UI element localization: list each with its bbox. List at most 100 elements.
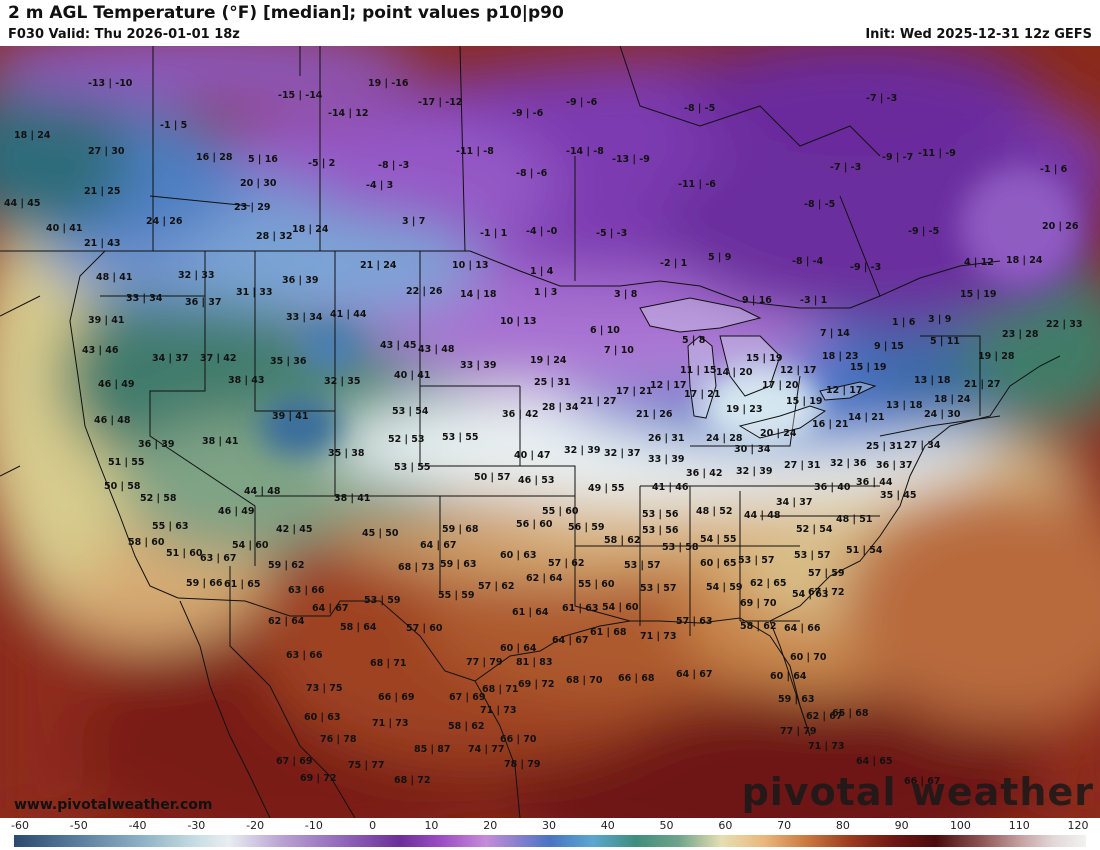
point-value: 44 | 48 (744, 510, 781, 521)
point-value: 69 | 72 (518, 679, 555, 690)
point-value: 3 | 7 (402, 216, 425, 227)
point-value: 34 | 37 (776, 497, 813, 508)
point-value: 50 | 58 (104, 481, 141, 492)
point-value: 32 | 36 (830, 458, 867, 469)
map-header: 2 m AGL Temperature (°F) [median]; point… (0, 0, 1100, 46)
colorbar-gradient (14, 835, 1086, 847)
point-value: -13 | -10 (88, 78, 133, 89)
point-value: 32 | 33 (178, 270, 215, 281)
point-value: -8 | -5 (804, 199, 835, 210)
point-value: 18 | 24 (292, 224, 329, 235)
point-value: 19 | 23 (726, 404, 763, 415)
point-value: 12 | 17 (780, 365, 817, 376)
point-value: 41 | 46 (652, 482, 689, 493)
point-value: 46 | 49 (98, 379, 135, 390)
point-value: 35 | 36 (270, 356, 307, 367)
point-value: -7 | -3 (866, 93, 897, 104)
point-value: 24 | 26 (146, 216, 183, 227)
point-value: 27 | 31 (784, 460, 821, 471)
point-value: 74 | 77 (468, 744, 505, 755)
point-value: 5 | 16 (248, 154, 278, 165)
point-value: -9 | -7 (882, 152, 913, 163)
point-value: 53 | 57 (738, 555, 775, 566)
point-value: 33 | 39 (648, 454, 685, 465)
point-value: 43 | 46 (82, 345, 119, 356)
point-value: 38 | 41 (202, 436, 239, 447)
point-value: 25 | 31 (866, 441, 903, 452)
point-value: 60 | 63 (304, 712, 341, 723)
point-value: 19 | 24 (530, 355, 567, 366)
point-value: 1 | 4 (530, 266, 554, 277)
point-value: 49 | 55 (588, 483, 625, 494)
point-value: 66 | 68 (618, 673, 655, 684)
point-value: 1 | 3 (534, 287, 557, 298)
point-value: 48 | 52 (696, 506, 733, 517)
point-value: 77 | 79 (466, 657, 503, 668)
point-value: 39 | 41 (88, 315, 125, 326)
point-value: 61 | 64 (512, 607, 549, 618)
point-value: 69 | 70 (740, 598, 777, 609)
point-value: 28 | 32 (256, 231, 293, 242)
point-value: 9 | 15 (874, 341, 904, 352)
pivotal-weather-watermark: pivotal weather (741, 770, 1094, 814)
temperature-colorbar: -60 -50 -40 -30 -20 -10 0 10 20 30 40 50 60 70 80 90 100… (0, 818, 1100, 850)
point-value: -11 | -9 (918, 148, 956, 159)
point-value: 38 | 43 (228, 375, 265, 386)
point-value: 68 | 71 (370, 658, 407, 669)
point-value: 37 | 42 (200, 353, 237, 364)
great-lakes (639, 297, 877, 439)
valid-time-label: F030 Valid: Thu 2026-01-01 18z (8, 27, 240, 42)
point-value: 60 | 64 (500, 643, 537, 654)
point-value: 5 | 11 (930, 336, 960, 347)
point-value: 71 | 73 (808, 741, 845, 752)
point-value: 40 | 41 (394, 370, 431, 381)
point-value: 56 | 59 (568, 522, 605, 533)
point-values: 18 | 24 -13 | -10 -15 | -14 19 | -16 -17… (4, 78, 1083, 787)
point-value: 54 | 55 (700, 534, 737, 545)
point-value: 42 | 45 (276, 524, 313, 535)
point-value: 57 | 60 (406, 623, 443, 634)
point-value: 62 | 64 (268, 616, 305, 627)
point-value: 58 | 62 (740, 621, 777, 632)
colorbar-tick-label: -40 (128, 819, 147, 832)
point-value: 4 | 12 (964, 257, 994, 268)
site-url-label: www.pivotalweather.com (14, 797, 213, 813)
point-value: 59 | 63 (440, 559, 477, 570)
point-value: 46 | 53 (518, 475, 555, 486)
point-value: 68 | 70 (566, 675, 603, 686)
point-value: 65 | 68 (832, 708, 869, 719)
colorbar-ticks: -60 -50 -40 -30 -20 -10 0 10 20 30 40 50 60 70 80 90 100… (0, 818, 1100, 834)
point-value: 18 | 23 (822, 351, 859, 362)
point-value: 46 | 48 (94, 415, 131, 426)
point-value: 30 | 34 (734, 444, 771, 455)
point-value: 36 | 37 (876, 460, 913, 471)
point-value: 6 | 10 (590, 325, 620, 336)
point-value: 59 | 62 (268, 560, 305, 571)
point-value: 64 | 67 (420, 540, 457, 551)
point-value: -7 | -3 (830, 162, 861, 173)
point-value: 12 | 17 (826, 385, 863, 396)
point-value: 56 | 60 (516, 519, 553, 530)
point-value: 21 | 26 (636, 409, 673, 420)
point-value: -15 | -14 (278, 90, 323, 101)
point-value: 21 | 24 (360, 260, 397, 271)
point-value: 71 | 73 (372, 718, 409, 729)
point-value: 53 | 57 (624, 560, 661, 571)
point-value: 17 | 21 (616, 386, 653, 397)
point-value: 68 | 71 (482, 684, 519, 695)
point-value: 5 | 8 (682, 335, 706, 346)
point-value: 32 | 39 (736, 466, 773, 477)
point-value: 14 | 20 (716, 367, 753, 378)
point-value: 40 | 41 (46, 223, 83, 234)
point-value: 36 | 37 (185, 297, 222, 308)
point-value: -9 | -6 (512, 108, 544, 119)
colorbar-tick-label: -20 (246, 819, 265, 832)
point-value: 24 | 30 (924, 409, 961, 420)
temperature-map[interactable]: 18 | 24 -13 | -10 -15 | -14 19 | -16 -17… (0, 46, 1100, 818)
point-value: 34 | 37 (152, 353, 189, 364)
temperature-field (0, 46, 1100, 818)
colorbar-tick-label: 90 (894, 819, 909, 832)
point-value: -4 | -0 (526, 226, 558, 237)
point-value: 67 | 72 (808, 587, 845, 598)
point-value: 36 | 44 (856, 477, 893, 488)
